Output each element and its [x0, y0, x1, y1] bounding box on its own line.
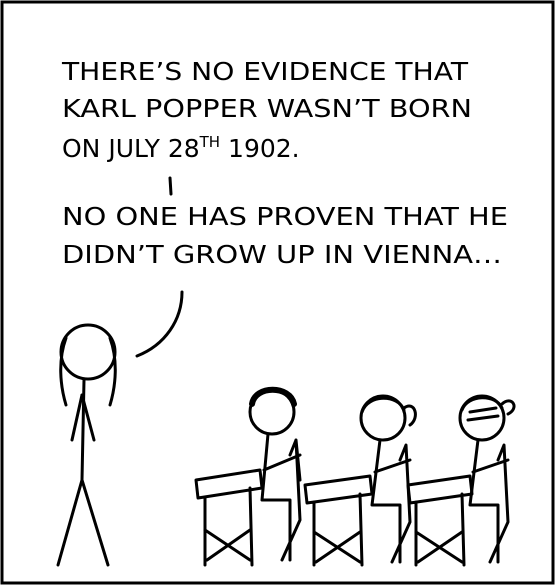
- caption-superscript: TH: [199, 133, 220, 151]
- caption-text: ON JULY 28: [62, 134, 200, 163]
- caption-line: NO ONE HAS PROVEN THAT HE: [62, 202, 508, 231]
- caption-line: ON JULY 28TH 1902.: [62, 133, 300, 163]
- comic-panel: THERE’S NO EVIDENCE THAT KARL POPPER WAS…: [0, 0, 555, 585]
- caption-text: 1902.: [220, 134, 300, 163]
- caption-line: KARL POPPER WASN’T BORN: [62, 94, 472, 123]
- speech-connector: [170, 178, 171, 194]
- caption-line: DIDN’T GROW UP IN VIENNA…: [62, 240, 502, 269]
- caption-line: THERE’S NO EVIDENCE THAT: [61, 57, 469, 86]
